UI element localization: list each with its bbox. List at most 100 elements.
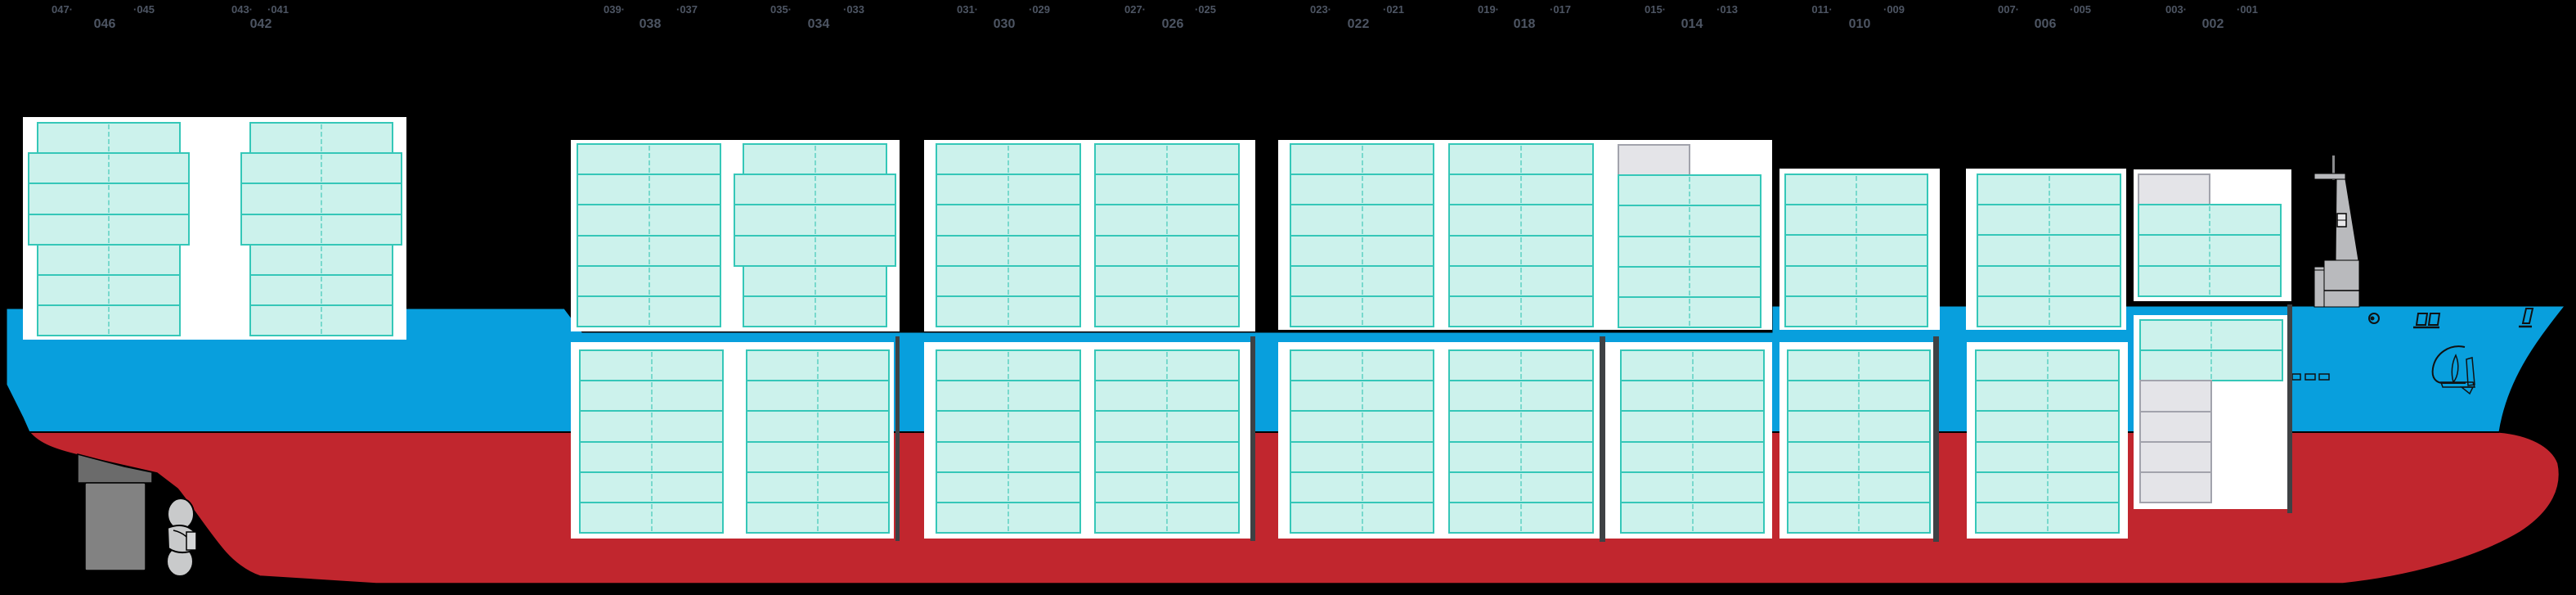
- twenty-foot-split-line: [1166, 412, 1168, 440]
- twenty-foot-split-line: [814, 298, 816, 326]
- container-gray-014-t1[interactable]: [1618, 144, 1690, 177]
- twenty-foot-split-line: [2048, 176, 2050, 204]
- stack-bay-034-deck: [734, 143, 896, 328]
- fairlead-dot-icon: [2370, 316, 2375, 321]
- container-gray-002-t1[interactable]: [2138, 174, 2210, 206]
- twenty-foot-split-line: [321, 307, 322, 335]
- stack-bay-014-deck: [1618, 144, 1761, 329]
- twenty-foot-split-line: [1856, 297, 1857, 325]
- bay-label-odd-aft-018: 019·: [1477, 3, 1500, 16]
- twenty-foot-split-line: [1858, 382, 1860, 410]
- stack-bay-034-hold: [746, 349, 890, 534]
- twenty-foot-split-line: [2209, 237, 2210, 264]
- stack-bay-002-hold: [2139, 319, 2283, 504]
- twenty-foot-split-line: [1691, 443, 1694, 471]
- stack-bay-022-deck: [1290, 143, 1434, 328]
- twenty-foot-split-line: [650, 443, 653, 471]
- twenty-foot-split-line: [1689, 268, 1690, 295]
- twenty-foot-split-line: [1008, 382, 1009, 410]
- fairlead-icon: [2368, 313, 2380, 324]
- twenty-foot-split-line: [1008, 412, 1009, 440]
- twenty-foot-split-line: [108, 307, 110, 335]
- bay-label-030: 030: [993, 17, 1016, 31]
- twenty-foot-split-line: [1361, 443, 1363, 471]
- forward-window-icon: [2519, 308, 2534, 328]
- bay-label-042: 042: [249, 17, 272, 31]
- twenty-foot-split-line: [814, 267, 816, 295]
- twenty-foot-split-line: [1361, 206, 1363, 234]
- anchor-icon: [2431, 345, 2476, 395]
- twenty-foot-split-line: [1008, 504, 1009, 532]
- twenty-foot-split-line: [1166, 443, 1168, 471]
- twenty-foot-split-line: [108, 155, 110, 183]
- bay-label-038: 038: [639, 17, 662, 31]
- twenty-foot-split-line: [648, 206, 650, 234]
- twenty-foot-split-line: [1361, 146, 1363, 174]
- twenty-foot-split-line: [1008, 298, 1009, 326]
- twenty-foot-split-line: [814, 146, 816, 174]
- twenty-foot-split-line: [817, 473, 819, 501]
- twenty-foot-split-line: [1520, 206, 1522, 234]
- container-gray-002-t4[interactable]: [2139, 410, 2212, 443]
- twenty-foot-split-line: [1691, 412, 1694, 440]
- twenty-foot-split-line: [1520, 443, 1522, 471]
- twenty-foot-split-line: [1520, 267, 1522, 295]
- bay-label-006: 006: [2034, 17, 2057, 31]
- twenty-foot-split-line: [1008, 146, 1009, 174]
- bay-label-014: 014: [1681, 17, 1703, 31]
- twenty-foot-split-line: [108, 215, 110, 243]
- stack-bay-026-deck: [1094, 143, 1240, 328]
- hold-bulkhead-3: [1600, 336, 1605, 542]
- bay-label-022: 022: [1347, 17, 1370, 31]
- stack-bay-010-hold: [1787, 349, 1931, 534]
- bay-label-odd-fore-042: ·041: [267, 3, 289, 16]
- twenty-foot-split-line: [1858, 352, 1860, 380]
- twenty-foot-split-line: [1166, 504, 1168, 532]
- twenty-foot-split-line: [1520, 176, 1522, 204]
- stack-bay-014-hold: [1620, 349, 1765, 534]
- twenty-foot-split-line: [2046, 382, 2049, 410]
- twenty-foot-split-line: [1361, 473, 1363, 501]
- twenty-foot-split-line: [1361, 504, 1363, 532]
- bay-label-odd-aft-034: 035·: [770, 3, 792, 16]
- twenty-foot-split-line: [1008, 352, 1009, 380]
- bay-label-018: 018: [1513, 17, 1536, 31]
- hold-bulkhead-5: [2287, 304, 2292, 513]
- twenty-foot-split-line: [1520, 298, 1522, 326]
- mast-antenna-icon: [2332, 156, 2335, 180]
- twenty-foot-split-line: [1361, 298, 1363, 326]
- container-gray-002-t6[interactable]: [2139, 471, 2212, 504]
- container-gray-002-t5[interactable]: [2139, 440, 2212, 473]
- mooring-openings-icon: [2291, 373, 2330, 381]
- twenty-foot-split-line: [1008, 473, 1009, 501]
- twenty-foot-split-line: [1166, 237, 1168, 264]
- bay-label-odd-aft-026: 027·: [1124, 3, 1147, 16]
- deck-house-windows-icon: [2413, 313, 2441, 329]
- twenty-foot-split-line: [1361, 412, 1363, 440]
- twenty-foot-split-line: [650, 412, 653, 440]
- twenty-foot-split-line: [2046, 504, 2049, 532]
- bay-label-odd-fore-038: ·037: [675, 3, 698, 16]
- twenty-foot-split-line: [1166, 352, 1168, 380]
- twenty-foot-split-line: [1858, 412, 1860, 440]
- twenty-foot-split-line: [1520, 352, 1522, 380]
- container-gray-002-t3[interactable]: [2139, 380, 2212, 412]
- twenty-foot-split-line: [1361, 237, 1363, 264]
- twenty-foot-split-line: [1858, 504, 1860, 532]
- twenty-foot-split-line: [817, 443, 819, 471]
- twenty-foot-split-line: [1361, 382, 1363, 410]
- twenty-foot-split-line: [1689, 299, 1690, 327]
- twenty-foot-split-line: [1361, 176, 1363, 204]
- twenty-foot-split-line: [1856, 206, 1857, 234]
- bay-label-odd-aft-022: 023·: [1309, 3, 1332, 16]
- bay-label-010: 010: [1848, 17, 1871, 31]
- twenty-foot-split-line: [1689, 237, 1690, 265]
- propeller: [166, 498, 197, 577]
- twenty-foot-split-line: [2046, 412, 2049, 440]
- twenty-foot-split-line: [817, 412, 819, 440]
- stack-bay-002-deck: [2138, 174, 2282, 297]
- bay-label-034: 034: [807, 17, 830, 31]
- twenty-foot-split-line: [648, 176, 650, 204]
- bay-label-odd-fore-026: ·025: [1194, 3, 1217, 16]
- twenty-foot-split-line: [1166, 382, 1168, 410]
